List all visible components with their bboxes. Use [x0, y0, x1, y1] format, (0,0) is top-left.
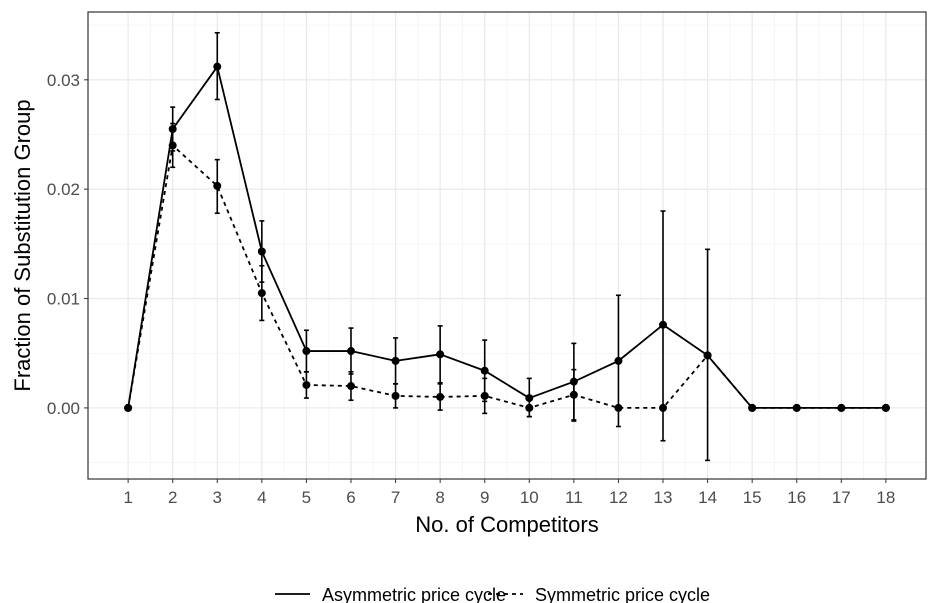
- x-tick-label: 18: [876, 488, 895, 507]
- data-point: [792, 403, 801, 412]
- x-tick-label: 2: [168, 488, 177, 507]
- x-tick-label: 1: [123, 488, 132, 507]
- x-tick-label: 8: [435, 488, 444, 507]
- minor-grid: [88, 12, 926, 479]
- data-point: [302, 347, 311, 356]
- x-tick-label: 4: [257, 488, 266, 507]
- y-tick-label: 0.02: [47, 180, 80, 199]
- series-line: [127, 144, 886, 409]
- x-tick-label: 16: [787, 488, 806, 507]
- y-axis-title: Fraction of Substitution Group: [10, 99, 35, 391]
- data-point: [257, 289, 266, 298]
- x-tick-label: 10: [520, 488, 539, 507]
- series-layer: [124, 31, 890, 462]
- data-point: [124, 403, 133, 412]
- y-tick-label: 0.01: [47, 290, 80, 309]
- data-point: [525, 394, 534, 403]
- x-tick-label: 14: [698, 488, 717, 507]
- data-point: [346, 347, 355, 356]
- x-tick-label: 12: [609, 488, 628, 507]
- data-point: [837, 403, 846, 412]
- data-point: [436, 350, 445, 359]
- data-point: [213, 181, 222, 190]
- data-point: [659, 320, 668, 329]
- data-point: [480, 366, 489, 375]
- legend-label: Asymmetric price cycle: [322, 585, 506, 603]
- x-tick-label: 9: [480, 488, 489, 507]
- data-point: [436, 392, 445, 401]
- y-tick-label: 0.00: [47, 399, 80, 418]
- data-point: [525, 403, 534, 412]
- x-tick-label: 17: [832, 488, 851, 507]
- series-line: [127, 65, 886, 409]
- x-tick-label: 13: [654, 488, 673, 507]
- data-point: [881, 403, 890, 412]
- data-point: [257, 247, 266, 256]
- x-axis-title: No. of Competitors: [415, 512, 598, 537]
- data-point: [168, 141, 177, 150]
- data-point: [346, 382, 355, 391]
- x-tick-label: 15: [743, 488, 762, 507]
- legend-label: Symmetric price cycle: [535, 585, 710, 603]
- data-point: [614, 403, 623, 412]
- x-tick-label: 5: [302, 488, 311, 507]
- data-point: [213, 62, 222, 71]
- data-point: [659, 403, 668, 412]
- data-point: [569, 390, 578, 399]
- data-point: [614, 356, 623, 365]
- x-tick-label: 3: [213, 488, 222, 507]
- data-point: [480, 391, 489, 400]
- x-tick-label: 11: [565, 488, 583, 507]
- data-point: [302, 380, 311, 389]
- data-point: [391, 391, 400, 400]
- x-tick-label: 7: [391, 488, 400, 507]
- y-axis: 0.00 0.01 0.02 0.03: [47, 71, 88, 418]
- x-tick-label: 6: [346, 488, 355, 507]
- legend: Asymmetric price cycle Symmetric price cy…: [275, 585, 710, 603]
- x-axis: 1 2 3 4 5 6 7 8 9 10 11 12 13 14 15 16 17 18: [123, 479, 895, 507]
- data-point: [748, 403, 757, 412]
- data-point: [703, 351, 712, 360]
- plot-border: [87, 11, 927, 480]
- data-point: [391, 356, 400, 365]
- y-tick-label: 0.03: [47, 71, 80, 90]
